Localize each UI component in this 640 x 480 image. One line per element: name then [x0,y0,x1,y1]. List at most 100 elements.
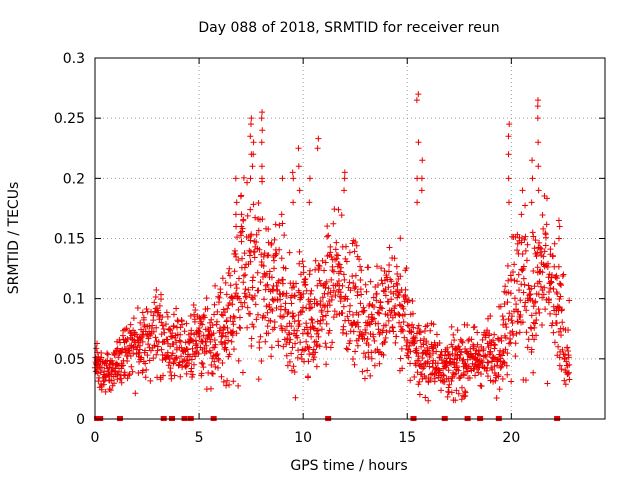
data-point [373,290,380,297]
data-point [524,241,531,248]
data-point [286,249,293,256]
data-point [523,329,530,336]
data-point [183,370,190,377]
data-point [529,175,536,182]
data-point [546,271,553,278]
data-point [279,291,286,298]
data-point [461,393,468,400]
data-point [169,350,176,357]
data-point [530,303,537,310]
data-point [506,121,513,128]
data-point [492,342,499,349]
data-point [317,320,324,327]
data-point [319,294,326,301]
data-point [226,351,233,358]
data-point [101,368,108,375]
data-point [315,333,322,340]
data-point [237,232,244,239]
data-point [249,321,256,328]
data-point [354,342,361,349]
data-point [268,274,275,281]
data-point [135,370,142,376]
data-point [423,340,430,347]
data-point [212,282,219,289]
data-point [357,286,364,293]
data-point [556,328,563,335]
data-point [454,364,461,371]
data-point [201,314,208,321]
data-point [394,281,401,288]
data-point [338,294,345,301]
x-tick-label: 10 [294,430,312,446]
data-point [215,299,222,306]
data-point [299,258,306,265]
data-point [139,309,146,316]
data-point [198,359,205,366]
data-point [170,311,177,318]
data-point [541,248,548,255]
data-point [351,361,358,368]
data-point [506,199,513,206]
data-point [509,319,516,326]
data-point [140,314,147,321]
data-point [152,293,159,300]
data-point [276,246,283,253]
data-point [320,316,327,323]
data-point [268,353,275,360]
data-point [98,386,105,393]
data-point [414,199,421,206]
data-point [163,309,170,316]
data-point [207,349,214,356]
data-point [281,232,288,239]
data-point [249,163,256,170]
data-point [153,351,160,358]
data-point [368,355,375,362]
data-point [222,279,229,286]
data-point [262,314,269,321]
data-point [269,307,276,314]
data-point [232,250,239,257]
x-tick-label: 20 [502,430,520,446]
data-point [430,350,437,357]
data-point [220,306,227,313]
data-point [211,301,218,308]
data-point [324,233,331,240]
data-point [313,363,320,370]
data-point [378,265,385,272]
data-point [403,337,410,344]
data-point [513,330,520,337]
data-point [464,368,471,375]
data-point [248,335,255,342]
data-point [183,320,190,327]
data-point [302,275,309,282]
data-point [438,387,445,394]
data-point [553,311,560,318]
data-point [262,282,269,289]
data-point [258,163,265,170]
data-point [250,274,257,281]
data-point [339,310,346,317]
data-point [554,290,561,297]
data-point [296,260,303,267]
data-point [370,315,377,322]
data-point [393,280,400,287]
data-point [531,324,538,331]
data-point [504,299,511,306]
data-point [546,297,553,304]
y-tick-label: 0.15 [54,232,85,248]
data-point [233,223,240,230]
data-point [457,351,464,358]
data-point [168,375,175,382]
data-point [520,275,527,282]
data-point [385,317,392,324]
data-point [228,329,235,336]
data-point [158,346,165,353]
data-point [233,253,240,260]
data-point [514,231,521,238]
data-point [295,347,302,354]
data-point [167,333,174,340]
data-point [410,324,417,331]
data-point [310,346,317,353]
data-point [536,239,543,246]
data-point [255,311,262,318]
